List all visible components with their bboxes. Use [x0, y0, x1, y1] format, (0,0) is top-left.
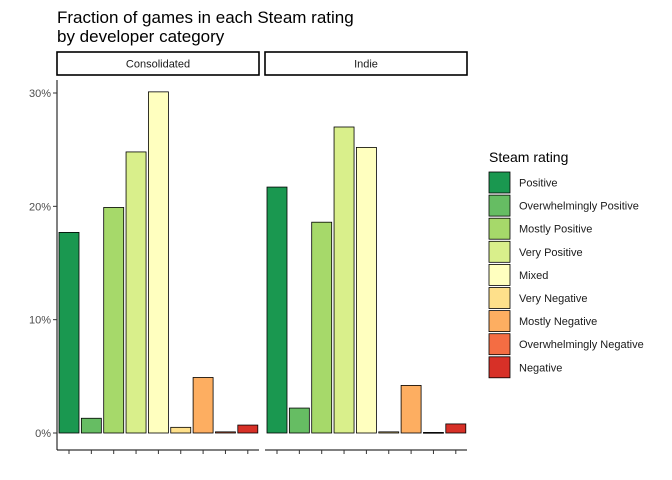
legend-label: Overwhelmingly Negative [519, 339, 644, 351]
bar-mostly-negative [400, 384, 422, 434]
x-ticks [68, 450, 249, 454]
legend-label: Very Negative [519, 293, 587, 305]
legend-item: Mostly Negative [488, 310, 597, 333]
legend-swatch [488, 356, 511, 379]
chart-title-line-2: by developer category [57, 27, 225, 46]
bar-very-negative [378, 431, 400, 434]
legend-swatch [488, 310, 511, 333]
legend-title: Steam rating [489, 149, 568, 165]
legend-item: Very Positive [488, 240, 583, 263]
chart-title-line-1: Fraction of games in each Steam rating [57, 8, 354, 27]
legend-item: Mostly Positive [488, 217, 592, 240]
legend-label: Negative [519, 362, 562, 374]
legend-item: Positive [488, 171, 558, 194]
x-ticks [276, 450, 457, 454]
panel-strip [264, 51, 468, 76]
bar-overwhelmingly-positive [80, 417, 102, 434]
bar-very-positive [333, 126, 355, 434]
bar-group [266, 126, 467, 434]
legend-item: Overwhelmingly Positive [488, 194, 639, 217]
bar-positive [58, 231, 80, 434]
legend-swatch [488, 333, 511, 356]
bar-negative [237, 424, 259, 434]
chart-title: Fraction of games in each Steam rating b… [57, 8, 354, 46]
bar-mostly-negative [192, 377, 214, 434]
legend-label: Positive [519, 178, 558, 190]
legend-swatch [488, 263, 511, 286]
y-tick-label: 0% [35, 428, 51, 440]
bar-mixed [147, 91, 169, 434]
legend-item: Negative [488, 356, 562, 379]
legend-swatch [488, 194, 511, 217]
bar-very-negative [170, 426, 192, 434]
panel-indie: Indie [264, 51, 468, 454]
legend-swatch [488, 240, 511, 263]
bar-mostly-positive [311, 221, 333, 434]
panel-strip-label: Indie [354, 59, 378, 71]
y-tick-label: 30% [29, 88, 51, 100]
bar-mixed [355, 146, 377, 434]
bar-group [58, 91, 259, 434]
legend: Steam rating Positive Overwhelmingly Posi… [488, 149, 644, 379]
panel-strip [56, 51, 260, 76]
y-tick-label: 20% [29, 201, 51, 213]
legend-item: Very Negative [488, 287, 587, 309]
panel-consolidated: Consolidated [56, 51, 260, 454]
bar-very-positive [125, 151, 147, 434]
legend-label: Very Positive [519, 247, 583, 259]
bar-overwhelmingly-negative [215, 431, 236, 434]
y-axis: 0% 10% 20% 30% [29, 80, 58, 450]
bar-positive [266, 186, 288, 434]
legend-label: Mostly Positive [519, 224, 592, 236]
legend-swatch [488, 171, 511, 194]
y-tick-label: 10% [29, 315, 51, 327]
legend-item: Overwhelmingly Negative [488, 333, 644, 356]
bar-negative [445, 423, 467, 434]
bar-overwhelmingly-negative [423, 432, 444, 434]
legend-label: Mostly Negative [519, 316, 597, 328]
legend-item: Mixed [488, 263, 548, 286]
panel-strip-label: Consolidated [126, 59, 190, 71]
legend-label: Mixed [519, 270, 548, 282]
legend-swatch [488, 287, 511, 309]
legend-swatch [488, 217, 511, 240]
bar-overwhelmingly-positive [288, 407, 310, 434]
legend-label: Overwhelmingly Positive [519, 201, 639, 213]
legend-items: Positive Overwhelmingly Positive Mostly Po… [488, 171, 644, 379]
bar-mostly-positive [103, 207, 125, 434]
